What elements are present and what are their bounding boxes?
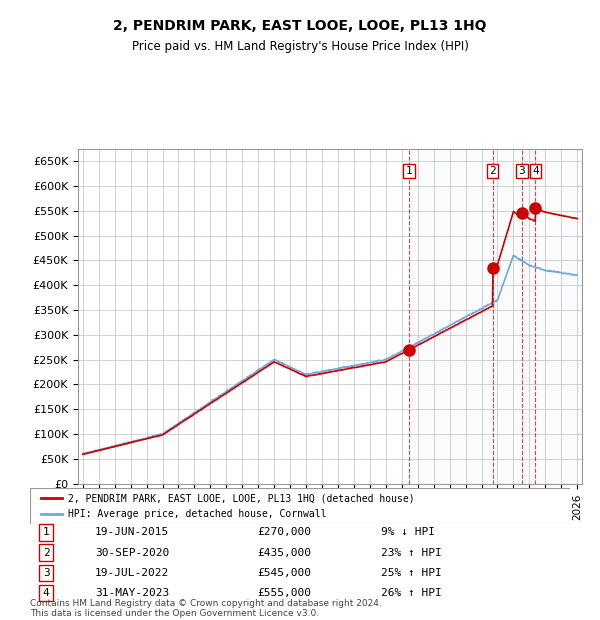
Text: Contains HM Land Registry data © Crown copyright and database right 2024.
This d: Contains HM Land Registry data © Crown c… [30, 599, 382, 618]
Text: 31-MAY-2023: 31-MAY-2023 [95, 588, 169, 598]
Text: 2: 2 [490, 166, 496, 176]
Text: 3: 3 [518, 166, 526, 176]
Text: £545,000: £545,000 [257, 568, 311, 578]
Bar [493, 149, 522, 484]
Text: HPI: Average price, detached house, Cornwall: HPI: Average price, detached house, Corn… [68, 509, 326, 519]
Text: 2: 2 [43, 547, 50, 557]
Text: 2, PENDRIM PARK, EAST LOOE, LOOE, PL13 1HQ (detached house): 2, PENDRIM PARK, EAST LOOE, LOOE, PL13 1… [68, 493, 415, 503]
Text: 30-SEP-2020: 30-SEP-2020 [95, 547, 169, 557]
Text: 19-JUL-2022: 19-JUL-2022 [95, 568, 169, 578]
Text: 1: 1 [406, 166, 412, 176]
Bar [409, 149, 493, 484]
Text: 9% ↓ HPI: 9% ↓ HPI [381, 528, 435, 538]
Text: 4: 4 [532, 166, 539, 176]
Text: £270,000: £270,000 [257, 528, 311, 538]
Text: 1: 1 [43, 528, 50, 538]
Text: 2, PENDRIM PARK, EAST LOOE, LOOE, PL13 1HQ: 2, PENDRIM PARK, EAST LOOE, LOOE, PL13 1… [113, 19, 487, 33]
Text: 3: 3 [43, 568, 50, 578]
Bar [535, 149, 585, 484]
Text: 4: 4 [43, 588, 50, 598]
Text: Price paid vs. HM Land Registry's House Price Index (HPI): Price paid vs. HM Land Registry's House … [131, 40, 469, 53]
Text: 19-JUN-2015: 19-JUN-2015 [95, 528, 169, 538]
Text: 25% ↑ HPI: 25% ↑ HPI [381, 568, 442, 578]
Text: 23% ↑ HPI: 23% ↑ HPI [381, 547, 442, 557]
Text: £555,000: £555,000 [257, 588, 311, 598]
Text: £435,000: £435,000 [257, 547, 311, 557]
Bar [522, 149, 535, 484]
FancyBboxPatch shape [30, 488, 570, 524]
Text: 26% ↑ HPI: 26% ↑ HPI [381, 588, 442, 598]
